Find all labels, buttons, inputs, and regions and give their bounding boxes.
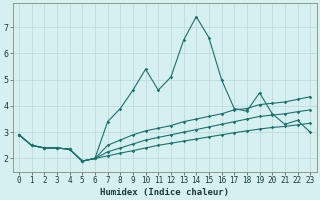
X-axis label: Humidex (Indice chaleur): Humidex (Indice chaleur) <box>100 188 229 197</box>
